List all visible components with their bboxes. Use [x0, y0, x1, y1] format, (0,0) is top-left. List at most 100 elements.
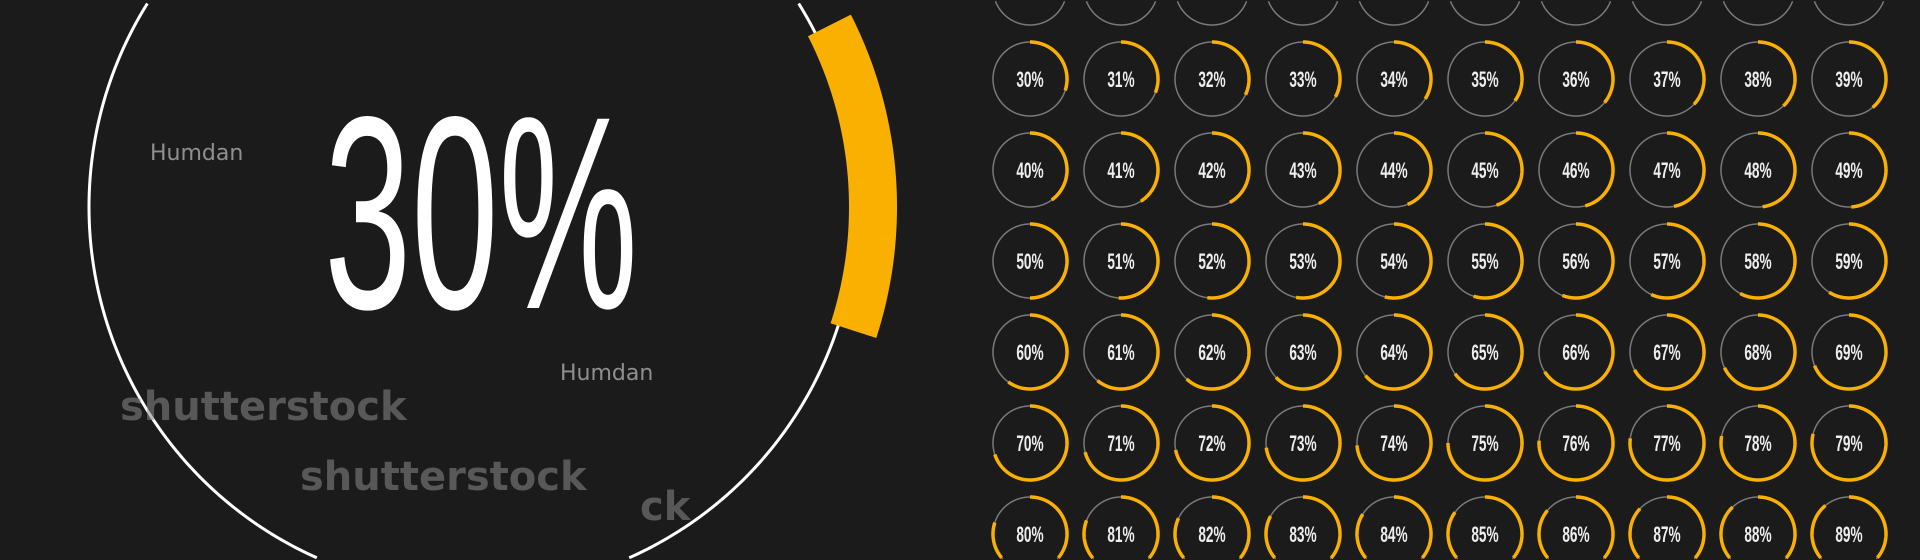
percentage-circle: 49% [1811, 131, 1888, 209]
hero-progress-arc [807, 14, 898, 338]
progress-arc [1118, 222, 1160, 300]
track-ring [1722, 1, 1794, 26]
percentage-circle: 74% [1355, 404, 1433, 482]
watermark-author: Humdan [560, 361, 653, 386]
percentage-label: 57% [1653, 249, 1680, 274]
percentage-label: 85% [1471, 522, 1498, 547]
percentage-circle: 63% [1265, 313, 1342, 391]
progress-arc [1537, 404, 1615, 482]
watermark-brand: shutterstock [120, 384, 408, 430]
progress-arc [1849, 131, 1888, 209]
percentage-label: 74% [1380, 431, 1407, 456]
track-ring [1540, 1, 1612, 26]
percentage-circle: 44% [1356, 131, 1433, 208]
watermark-author: Humdan [150, 141, 243, 166]
progress-arc [1810, 404, 1888, 482]
progress-arc [1030, 131, 1069, 202]
progress-arc [1633, 313, 1706, 391]
percentage-circle: 57% [1629, 222, 1706, 300]
progress-arc [1722, 313, 1797, 391]
percentage-circle: 54% [1356, 222, 1433, 300]
progress-arc [1628, 404, 1706, 482]
percentage-circle: 32% [1174, 40, 1251, 117]
percentage-label: 63% [1289, 340, 1316, 365]
percentage-label: 72% [1198, 431, 1225, 456]
percentage-label: 77% [1653, 431, 1680, 456]
track-ring [994, 1, 1066, 26]
progress-arc [1364, 313, 1433, 391]
percentage-label: 58% [1744, 249, 1771, 274]
percentage-label: 86% [1562, 522, 1589, 547]
percentage-circle [994, 1, 1066, 26]
progress-arc [1667, 40, 1706, 106]
percentage-label: 36% [1562, 67, 1589, 92]
progress-arc [1453, 313, 1524, 391]
percentage-label: 48% [1744, 158, 1771, 183]
percentage-label: 47% [1653, 158, 1680, 183]
percentage-label: 79% [1835, 431, 1862, 456]
percentage-circle [1813, 1, 1885, 26]
percentage-circle: 37% [1629, 40, 1706, 117]
percentage-circle: 35% [1447, 40, 1524, 117]
progress-arc [1007, 313, 1069, 391]
percentage-label: 39% [1835, 67, 1862, 92]
track-ring [1176, 1, 1248, 26]
progress-arc [1185, 313, 1251, 391]
percentage-circle: 87% [1628, 495, 1706, 560]
percentage-circle [1631, 1, 1703, 26]
progress-arc [1303, 131, 1342, 206]
percentage-label: 45% [1471, 158, 1498, 183]
percentage-label: 44% [1380, 158, 1407, 183]
percentage-circle: 88% [1719, 495, 1797, 560]
progress-arc [1173, 495, 1251, 560]
progress-arc [1628, 495, 1706, 560]
percentage-label: 83% [1289, 522, 1316, 547]
track-ring [1449, 1, 1521, 26]
track-ring [1267, 1, 1339, 26]
percentage-label: 84% [1380, 522, 1407, 547]
progress-arc [1667, 131, 1706, 209]
progress-arc [1537, 495, 1615, 560]
percentage-label: 76% [1562, 431, 1589, 456]
progress-arc [1030, 40, 1069, 91]
percentage-label: 51% [1107, 249, 1134, 274]
hero-percentage-label: 30% [324, 60, 638, 367]
percentage-circle: 31% [1083, 40, 1160, 117]
progress-arc [1394, 131, 1433, 207]
progress-arc [1812, 313, 1888, 391]
percentage-label: 62% [1198, 340, 1225, 365]
percentage-circle: 47% [1629, 131, 1706, 209]
percentage-circle: 81% [1082, 495, 1160, 560]
progress-arc [1207, 222, 1251, 300]
percentage-label: 69% [1835, 340, 1862, 365]
percentage-label: 50% [1016, 249, 1043, 274]
progress-arc [1082, 495, 1160, 560]
percentage-circle: 82% [1173, 495, 1251, 560]
watermark-brand: ck [640, 484, 692, 530]
percentage-circle: 72% [1173, 404, 1251, 482]
percentage-circle: 67% [1629, 313, 1706, 391]
percentage-label: 68% [1744, 340, 1771, 365]
percentage-label: 40% [1016, 158, 1043, 183]
percentage-circle: 69% [1811, 313, 1888, 391]
percentage-circle: 58% [1720, 222, 1797, 300]
progress-arc [1384, 222, 1433, 300]
percentage-circle: 56% [1538, 222, 1615, 300]
progress-arc [1083, 404, 1160, 482]
progress-arc [1719, 495, 1797, 560]
track-ring [1358, 1, 1430, 26]
progress-arc [1355, 495, 1433, 559]
percentage-label: 42% [1198, 158, 1225, 183]
percentage-circle: 70% [992, 404, 1069, 482]
progress-arc [1849, 40, 1888, 109]
percentage-circle [1540, 1, 1612, 26]
percentage-circle: 62% [1174, 313, 1251, 391]
progress-arc [1828, 222, 1888, 300]
percentage-circle: 51% [1083, 222, 1160, 300]
percentage-label: 82% [1198, 522, 1225, 547]
percentage-label: 30% [1016, 67, 1043, 92]
progress-arc [1121, 40, 1160, 94]
percentage-label: 54% [1380, 249, 1407, 274]
percentage-label: 33% [1289, 67, 1316, 92]
